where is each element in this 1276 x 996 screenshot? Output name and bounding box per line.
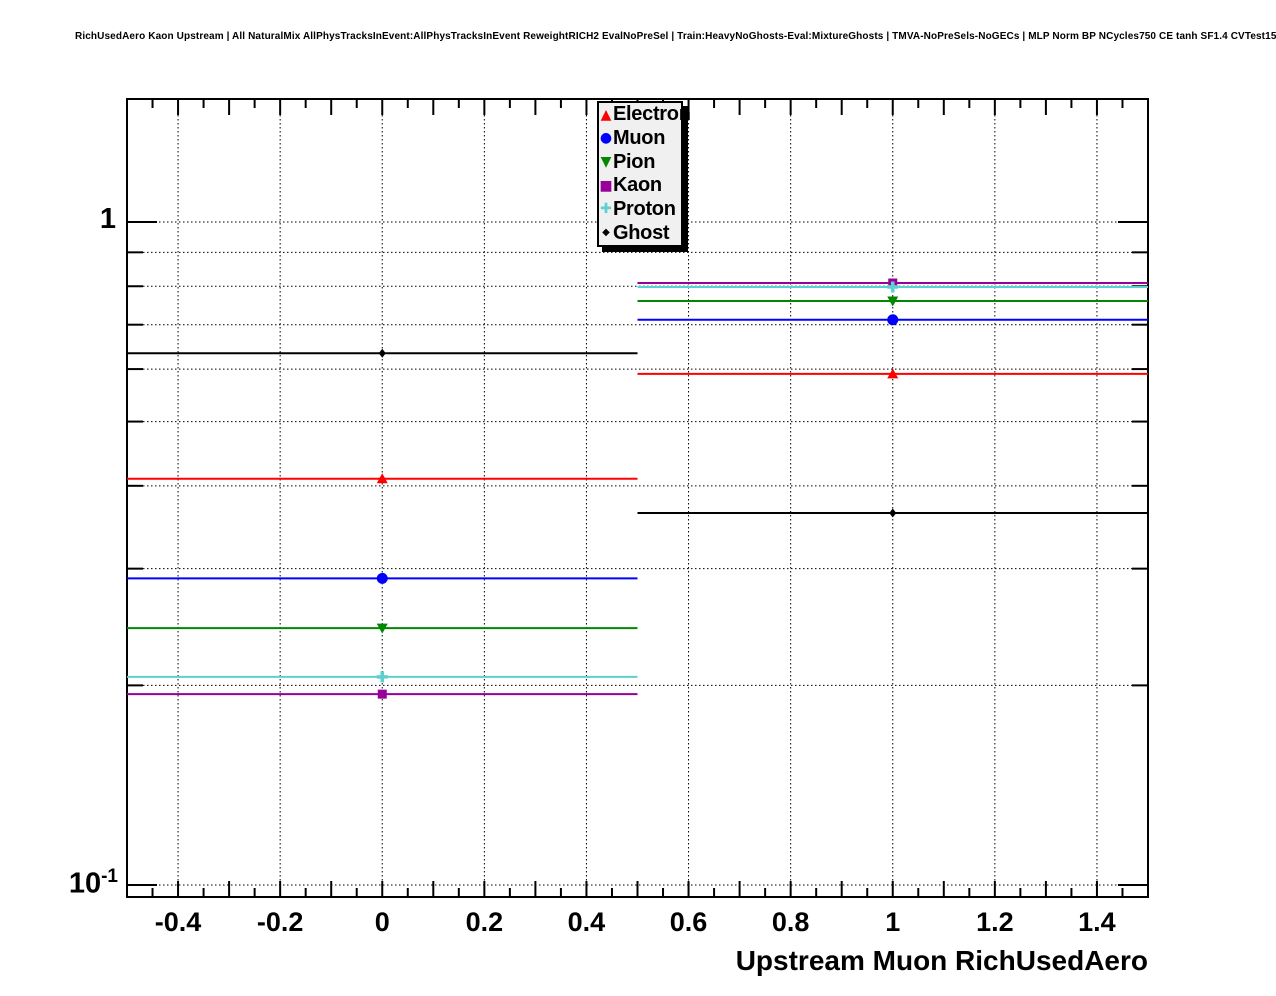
y-axis-label-0.1: 10-1	[26, 866, 118, 901]
series-marker-kaon	[377, 689, 387, 699]
proton-marker-icon: ✚	[600, 201, 612, 218]
y-axis-label-base: 10	[68, 867, 102, 900]
plot-title: RichUsedAero Kaon Upstream | All Natural…	[75, 31, 1276, 42]
legend-item-label: Pion	[613, 150, 656, 173]
series-marker-electron	[887, 368, 899, 379]
x-tick-label: 0.2	[465, 907, 504, 937]
x-tick-label: -0.2	[256, 907, 304, 937]
y-axis-label-1: 1	[99, 203, 116, 235]
legend-item-label: Kaon	[613, 174, 662, 197]
series-marker-pion	[376, 623, 388, 634]
series-marker-proton	[887, 281, 899, 293]
legend-item: ▼ Pion	[599, 151, 681, 174]
legend-item: ● Muon	[599, 127, 681, 150]
x-tick-label: 1	[885, 907, 901, 937]
electron-marker-icon: ▲	[600, 106, 612, 123]
series-marker-muon	[887, 314, 899, 326]
series-marker-ghost	[889, 508, 897, 518]
x-tick-label: 0.4	[567, 907, 606, 937]
x-tick-label: 0	[374, 907, 390, 937]
legend-item-label: Ghost	[613, 221, 670, 244]
x-tick-label: 1.2	[976, 907, 1014, 937]
x-tick-label: 0.8	[771, 907, 810, 937]
legend-item-label: Proton	[613, 197, 676, 220]
pion-marker-icon: ▼	[600, 154, 612, 171]
x-axis-title: Upstream Muon RichUsedAero	[735, 945, 1148, 976]
legend-item: ■ Kaon	[599, 174, 681, 197]
series-marker-pion	[887, 296, 899, 307]
legend-item: ▲ Electron	[599, 103, 691, 126]
x-tick-label: -0.4	[154, 907, 202, 937]
series-marker-ghost	[378, 348, 386, 358]
legend-item-label: Muon	[613, 126, 666, 149]
x-tick-label: 1.4	[1078, 907, 1116, 937]
y-axis-label-exponent: -1	[101, 866, 118, 887]
series-marker-muon	[376, 572, 388, 584]
series-marker-electron	[376, 473, 388, 484]
legend-item: ✚ Proton	[599, 198, 681, 221]
legend-item-label: Electron	[613, 103, 691, 126]
x-tick-label: 0.6	[669, 907, 708, 937]
legend-item: ◆ Ghost	[599, 222, 681, 245]
kaon-marker-icon: ■	[599, 177, 613, 194]
series-marker-proton	[376, 671, 388, 683]
muon-marker-icon: ●	[599, 130, 613, 147]
ghost-marker-icon: ◆	[602, 227, 610, 239]
legend: ▲ Electron ● Muon ▼ Pion ■ Kaon ✚ Proton ◆ Ghost	[597, 101, 691, 247]
